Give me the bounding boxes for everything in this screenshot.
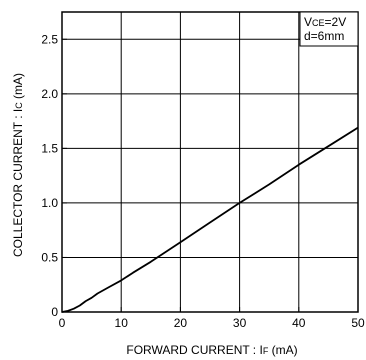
y-tick-label: 1.5 xyxy=(41,141,58,155)
x-tick-label: 20 xyxy=(174,316,188,330)
annotation-box-frame xyxy=(299,11,359,47)
x-tick-label: 0 xyxy=(59,316,66,330)
annotation-line-2: d=6mm xyxy=(304,29,344,43)
y-axis-title: COLLECTOR CURRENT : IC (mA) xyxy=(11,73,25,257)
grid xyxy=(61,12,359,313)
y-tick-label: 2.0 xyxy=(41,87,58,101)
series-layer xyxy=(61,126,359,313)
annotation-line-1: VCE=2V xyxy=(304,15,346,29)
y-tick-label: 0.5 xyxy=(41,250,58,264)
x-axis-title: FORWARD CURRENT : IF (mA) xyxy=(126,343,297,357)
tick-labels: 0 10 20 30 40 50 0 0.5 1.0 1.5 2.0 2.5 xyxy=(41,32,365,330)
x-tick-label: 50 xyxy=(351,316,365,330)
x-tick-label: 30 xyxy=(233,316,247,330)
plot-frame xyxy=(61,11,359,313)
y-tick-label: 2.5 xyxy=(41,32,58,46)
y-tick-label: 0 xyxy=(51,305,58,319)
annotation-box: VCE=2V d=6mm xyxy=(299,11,359,47)
y-tick-label: 1.0 xyxy=(41,196,58,210)
x-tick-label: 40 xyxy=(292,316,306,330)
series-line xyxy=(61,126,359,313)
x-tick-label: 10 xyxy=(115,316,129,330)
